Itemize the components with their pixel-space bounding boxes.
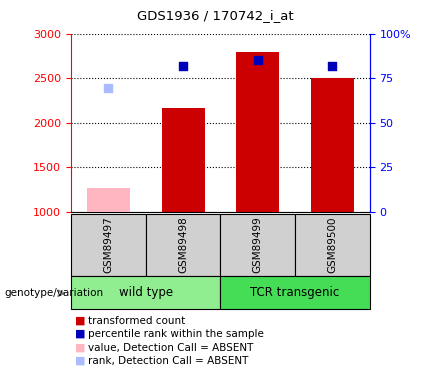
Bar [146, 214, 221, 276]
Bar [220, 276, 370, 309]
Point [180, 63, 187, 69]
Text: rank, Detection Call = ABSENT: rank, Detection Call = ABSENT [88, 356, 249, 366]
Text: GSM89500: GSM89500 [327, 216, 338, 273]
Bar [71, 214, 146, 276]
Text: ■: ■ [75, 329, 86, 339]
Point [329, 63, 336, 69]
Bar [220, 214, 295, 276]
Text: GSM89498: GSM89498 [178, 216, 188, 273]
Text: GSM89497: GSM89497 [103, 216, 114, 273]
Text: ■: ■ [75, 316, 86, 326]
Text: percentile rank within the sample: percentile rank within the sample [88, 329, 264, 339]
Text: ■: ■ [75, 343, 86, 352]
Text: GDS1936 / 170742_i_at: GDS1936 / 170742_i_at [137, 9, 293, 22]
Point [105, 85, 112, 91]
Text: wild type: wild type [119, 286, 173, 299]
Text: ■: ■ [75, 356, 86, 366]
Text: genotype/variation: genotype/variation [4, 288, 104, 298]
Bar [311, 78, 354, 212]
Bar [71, 276, 220, 309]
Text: transformed count: transformed count [88, 316, 185, 326]
Bar [87, 188, 130, 212]
Point [254, 57, 261, 63]
Text: TCR transgenic: TCR transgenic [250, 286, 340, 299]
Bar [236, 52, 279, 212]
Bar [162, 108, 205, 212]
Text: GSM89499: GSM89499 [253, 216, 263, 273]
Bar [295, 214, 370, 276]
Text: value, Detection Call = ABSENT: value, Detection Call = ABSENT [88, 343, 254, 352]
